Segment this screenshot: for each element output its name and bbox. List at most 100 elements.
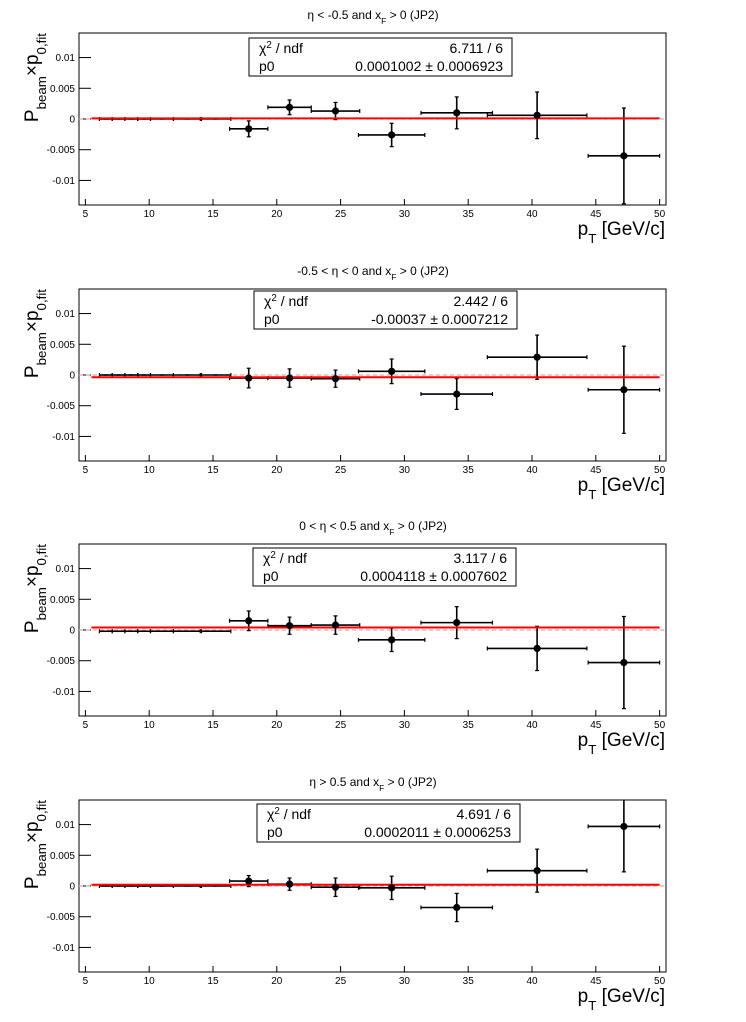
data-point (620, 822, 628, 831)
chart-title: 0 < η < 0.5 and xF > 0 (JP2) (299, 519, 447, 537)
data-point (245, 374, 253, 382)
x-tick-label: 30 (399, 209, 411, 220)
y-tick-label: -0.005 (47, 912, 76, 923)
x-axis-label-script: T (588, 231, 596, 246)
data-point (533, 644, 541, 653)
data-point (453, 619, 461, 627)
y-axis-label-script: beam (34, 843, 49, 876)
x-tick-label: 30 (399, 720, 411, 731)
chart-title-script: F (381, 16, 386, 26)
y-tick-label: 0.005 (50, 851, 75, 862)
x-axis-label-script: T (588, 998, 596, 1013)
stats-chi2-value: 4.691 / 6 (457, 806, 512, 822)
chart-title-part: η < -0.5 and x (307, 8, 381, 22)
stats-p0-value: -0.00037 ± 0.0007212 (371, 311, 508, 327)
chart-title-script: F (391, 272, 396, 282)
y-tick-label: -0.01 (52, 176, 75, 187)
x-axis-label-script: T (588, 487, 596, 502)
data-point (620, 658, 628, 667)
y-axis-label-part: ×p (22, 821, 43, 843)
y-tick-label: -0.005 (47, 401, 76, 412)
x-tick-label: 20 (271, 976, 283, 987)
stats-p0-label: p0 (259, 58, 275, 74)
y-axis-label-part: ×p (22, 565, 43, 587)
y-axis-label: Pbeam×p0,fit (22, 800, 49, 889)
data-point (533, 111, 541, 119)
data-point (453, 390, 461, 398)
x-axis-label: pT [GeV/c] (578, 730, 665, 757)
stats-chi2-label: χ2 / ndf (263, 550, 307, 567)
data-point (331, 621, 340, 629)
stats-chi2-value: 2.442 / 6 (454, 293, 509, 309)
data-point (388, 131, 396, 139)
data-point (620, 152, 628, 160)
y-tick-label: 0.01 (56, 53, 76, 64)
chart-title-part: > 0 (JP2) (394, 519, 446, 533)
chart-title-part: -0.5 < η < 0 and x (297, 264, 391, 278)
plot-area (79, 800, 666, 923)
x-axis-label: pT [GeV/c] (578, 986, 665, 1013)
x-tick-label: 40 (526, 465, 538, 476)
x-tick-label: 10 (144, 465, 156, 476)
y-tick-label: -0.005 (47, 656, 76, 667)
x-tick-label: 20 (271, 465, 283, 476)
panel: η < -0.5 and xF > 0 (JP2)5 10 15 20 25 30 35 40… (22, 8, 667, 246)
plot-area (79, 606, 666, 710)
y-axis-label-part: P (22, 876, 43, 889)
x-tick-label: 40 (526, 720, 538, 731)
y-axis-label-script: 0,fit (34, 800, 49, 822)
data-point (245, 877, 253, 885)
data-point (331, 107, 340, 115)
x-tick-label: 30 (399, 976, 411, 987)
y-tick-label: 0.005 (50, 340, 75, 351)
stats-chi2-value: 3.117 / 6 (454, 550, 508, 566)
x-tick-label: 45 (590, 209, 602, 220)
plot-area (79, 91, 666, 205)
stats-box (256, 803, 521, 843)
x-tick-label: 35 (463, 209, 475, 220)
chart-title-part: 0 < η < 0.5 and x (299, 519, 389, 533)
stats-chi2-label: χ2 / ndf (259, 40, 303, 57)
x-tick-label: 5 (83, 976, 89, 987)
chart-title-script: F (389, 527, 394, 537)
data-point (245, 125, 253, 133)
stats-chi2-label-part: χ (264, 293, 272, 309)
data-point (388, 636, 396, 644)
y-tick-label: 0.01 (56, 820, 76, 831)
x-tick-label: 25 (335, 465, 347, 476)
x-tick-label: 25 (335, 209, 347, 220)
x-tick-label: 25 (335, 976, 347, 987)
y-axis-label-part: ×p (22, 54, 43, 76)
x-tick-label: 50 (654, 720, 666, 731)
chart-title-script: F (379, 783, 384, 793)
y-tick-label: -0.01 (52, 943, 75, 954)
x-axis-label-part: p (578, 475, 589, 496)
stats-chi2-label-script: 2 (274, 806, 279, 817)
x-tick-label: 15 (207, 209, 219, 220)
x-tick-label: 5 (83, 465, 89, 476)
x-axis-label-part: p (578, 730, 589, 751)
x-tick-label: 45 (590, 720, 602, 731)
data-point (533, 867, 541, 875)
x-axis-label: pT [GeV/c] (578, 475, 665, 502)
y-tick-label: -0.01 (52, 432, 75, 443)
data-point (285, 103, 294, 111)
stats-chi2-label-part: / ndf (280, 806, 311, 822)
chart-title-part: > 0 (JP2) (384, 775, 436, 789)
chart-title: η < -0.5 and xF > 0 (JP2) (307, 8, 438, 26)
y-tick-label: 0 (69, 371, 75, 382)
data-point (453, 903, 461, 912)
x-tick-label: 45 (590, 465, 602, 476)
y-tick-label: 0.005 (50, 595, 75, 606)
x-tick-label: 25 (335, 720, 347, 731)
stats-chi2-label-part: χ (263, 550, 271, 566)
stats-chi2-label-part: / ndf (272, 40, 303, 56)
chart-title-part: > 0 (JP2) (396, 264, 448, 278)
y-axis-label-script: beam (34, 76, 49, 109)
x-tick-label: 10 (144, 209, 156, 220)
y-tick-label: 0.005 (50, 84, 75, 95)
data-point (245, 617, 253, 625)
x-axis-label-part: [GeV/c] (596, 986, 665, 1007)
y-axis-label-script: beam (34, 587, 49, 620)
x-tick-label: 35 (463, 976, 475, 987)
